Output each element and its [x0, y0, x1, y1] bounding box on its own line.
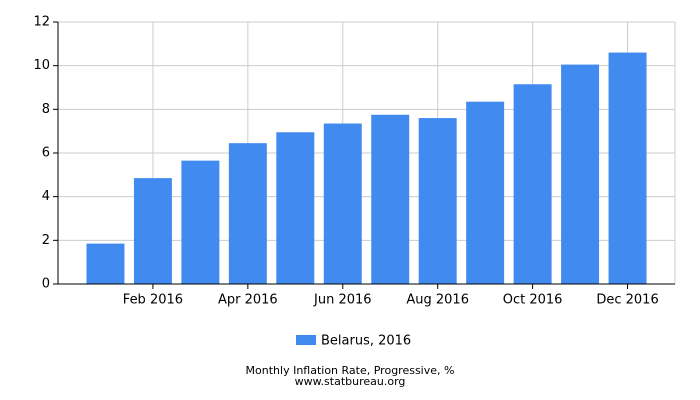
legend-label: Belarus, 2016	[321, 334, 411, 349]
y-tick-label: 10	[33, 58, 50, 73]
bar	[418, 118, 457, 284]
chart-subtitle: www.statbureau.org	[295, 375, 406, 388]
x-tick-label: Jun 2016	[313, 293, 372, 308]
x-tick-label: Oct 2016	[503, 293, 563, 308]
bar	[513, 84, 552, 284]
y-tick-label: 0	[42, 277, 50, 292]
bar	[86, 243, 125, 284]
chart-title: Monthly Inflation Rate, Progressive, %	[246, 364, 455, 377]
bar	[466, 101, 505, 284]
x-tick-label: Aug 2016	[406, 293, 469, 308]
bar	[323, 123, 362, 285]
y-tick-label: 12	[33, 15, 50, 30]
y-tick-label: 8	[42, 102, 50, 117]
x-tick-label: Feb 2016	[123, 293, 183, 308]
bar	[608, 52, 647, 284]
bar	[181, 160, 220, 284]
bar	[371, 114, 410, 285]
bar	[133, 178, 172, 284]
y-tick-label: 6	[42, 146, 50, 161]
x-tick-label: Dec 2016	[596, 293, 658, 308]
x-tick-label: Apr 2016	[218, 293, 278, 308]
legend-swatch	[296, 335, 316, 345]
bar	[561, 64, 600, 284]
y-tick-label: 2	[42, 233, 50, 248]
y-tick-label: 4	[42, 189, 50, 204]
bar	[276, 132, 315, 284]
bar	[228, 143, 267, 284]
